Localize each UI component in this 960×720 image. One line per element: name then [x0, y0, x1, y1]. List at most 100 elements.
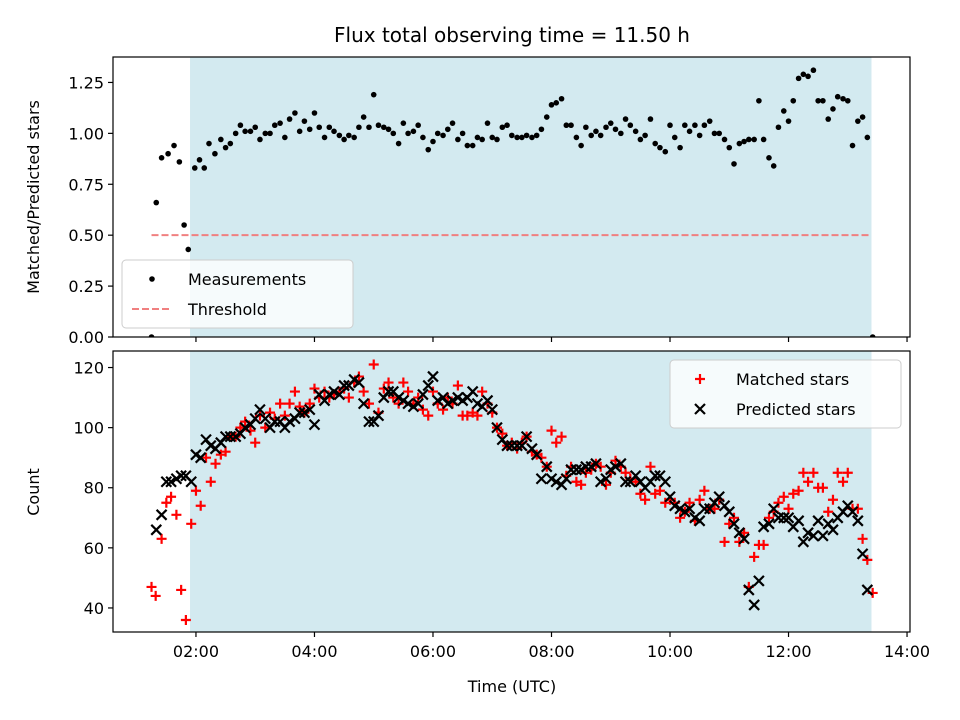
predicted-star-point [807, 530, 820, 542]
measurement-point [523, 132, 530, 139]
predicted-star-point [165, 475, 177, 488]
measurement-point [425, 146, 432, 153]
measurement-point [671, 134, 678, 141]
measurement-point [746, 136, 752, 143]
matched-star-point [265, 407, 276, 418]
measurement-point [440, 132, 446, 139]
legend-marker [694, 403, 706, 415]
measurement-point [201, 165, 208, 171]
matched-star-point [842, 467, 853, 478]
predicted-star-point [283, 415, 296, 428]
measurement-point [400, 120, 407, 126]
measurement-point [185, 246, 192, 253]
measurement-point [731, 161, 737, 167]
matched-star-point [497, 428, 508, 439]
predicted-star-point [782, 512, 795, 524]
matched-star-point [832, 467, 843, 478]
measurement-point [716, 130, 722, 137]
x-tick-label: 04:00 [291, 642, 337, 661]
matched-star-point [462, 410, 473, 421]
measurement-point [306, 126, 313, 133]
measurement-point [153, 199, 160, 206]
matched-star-point [556, 431, 567, 442]
predicted-star-point [293, 406, 306, 419]
legend-marker [149, 276, 155, 282]
matched-star-point [778, 491, 789, 502]
predicted-star-point [668, 499, 681, 512]
measurement-point [316, 124, 323, 131]
x-tick-label: 10:00 [647, 642, 693, 661]
measurement-point [158, 155, 165, 161]
predicted-star-point [382, 385, 395, 398]
measurement-point [573, 134, 580, 141]
measurement-point [662, 148, 669, 155]
matched-star-point [438, 404, 449, 415]
measurement-point [341, 136, 347, 143]
measurement-point [805, 73, 811, 80]
measurement-point [533, 132, 540, 139]
measurement-point [593, 128, 599, 135]
measurement-point [277, 120, 283, 126]
legend-marker [695, 374, 705, 384]
matched-star-point [146, 581, 157, 592]
measurement-point [326, 124, 333, 131]
measurement-point [430, 138, 436, 145]
predicted-star-point [338, 379, 350, 392]
y-tick-label: 0.00 [68, 328, 104, 347]
predicted-star-point [353, 376, 365, 389]
predicted-star-point [683, 503, 696, 515]
predicted-star-point [560, 472, 573, 485]
measurement-point [148, 334, 155, 337]
measurement-point [588, 132, 594, 139]
matched-star-point [699, 485, 710, 496]
predicted-star-point [254, 403, 266, 416]
series-predicted-stars [150, 370, 874, 611]
measurement-point [176, 159, 183, 165]
measurement-point [311, 110, 318, 116]
matched-star-point [309, 383, 320, 394]
measurement-point [706, 118, 713, 124]
measurement-point [410, 128, 417, 135]
matched-star-point [536, 452, 547, 463]
measurement-point [301, 118, 308, 124]
measurement-point [196, 157, 203, 163]
matched-star-point [378, 383, 389, 394]
y-tick-label: 0.75 [68, 175, 104, 194]
measurement-point [751, 136, 757, 143]
measurement-point [627, 122, 634, 129]
measurement-point [825, 116, 832, 122]
matched-star-point [383, 377, 394, 388]
matched-star-point [620, 467, 631, 478]
matched-star-point [205, 476, 216, 487]
measurement-point [741, 138, 747, 145]
matched-star-point [477, 386, 488, 397]
measurement-point [756, 97, 762, 104]
measurement-point [677, 144, 683, 151]
matched-star-point [783, 503, 794, 514]
matched-star-point [427, 386, 438, 397]
measurement-point [434, 130, 441, 137]
measurement-point [282, 134, 288, 141]
predicted-star-point [491, 421, 503, 434]
measurement-point [346, 132, 352, 139]
measurement-point [692, 122, 698, 129]
measurement-point [405, 130, 411, 137]
predicted-star-point [185, 475, 197, 488]
measurement-point [395, 140, 402, 147]
plot-frame [112, 350, 911, 633]
predicted-star-point [333, 388, 346, 401]
matched-star-point [684, 497, 695, 508]
measurement-point [464, 142, 471, 149]
measurement-point [849, 142, 856, 149]
predicted-star-point [827, 524, 839, 536]
measurement-point [356, 124, 362, 131]
y-tick-label: 60 [84, 539, 104, 558]
measurement-point [206, 140, 212, 147]
matched-star-point [654, 485, 665, 496]
legend: Measurements Threshold [121, 259, 354, 329]
predicted-star-point [609, 460, 622, 473]
measurement-point [494, 136, 500, 143]
matched-star-point [171, 509, 182, 520]
matched-star-point [862, 554, 873, 565]
measurement-point [864, 134, 871, 141]
